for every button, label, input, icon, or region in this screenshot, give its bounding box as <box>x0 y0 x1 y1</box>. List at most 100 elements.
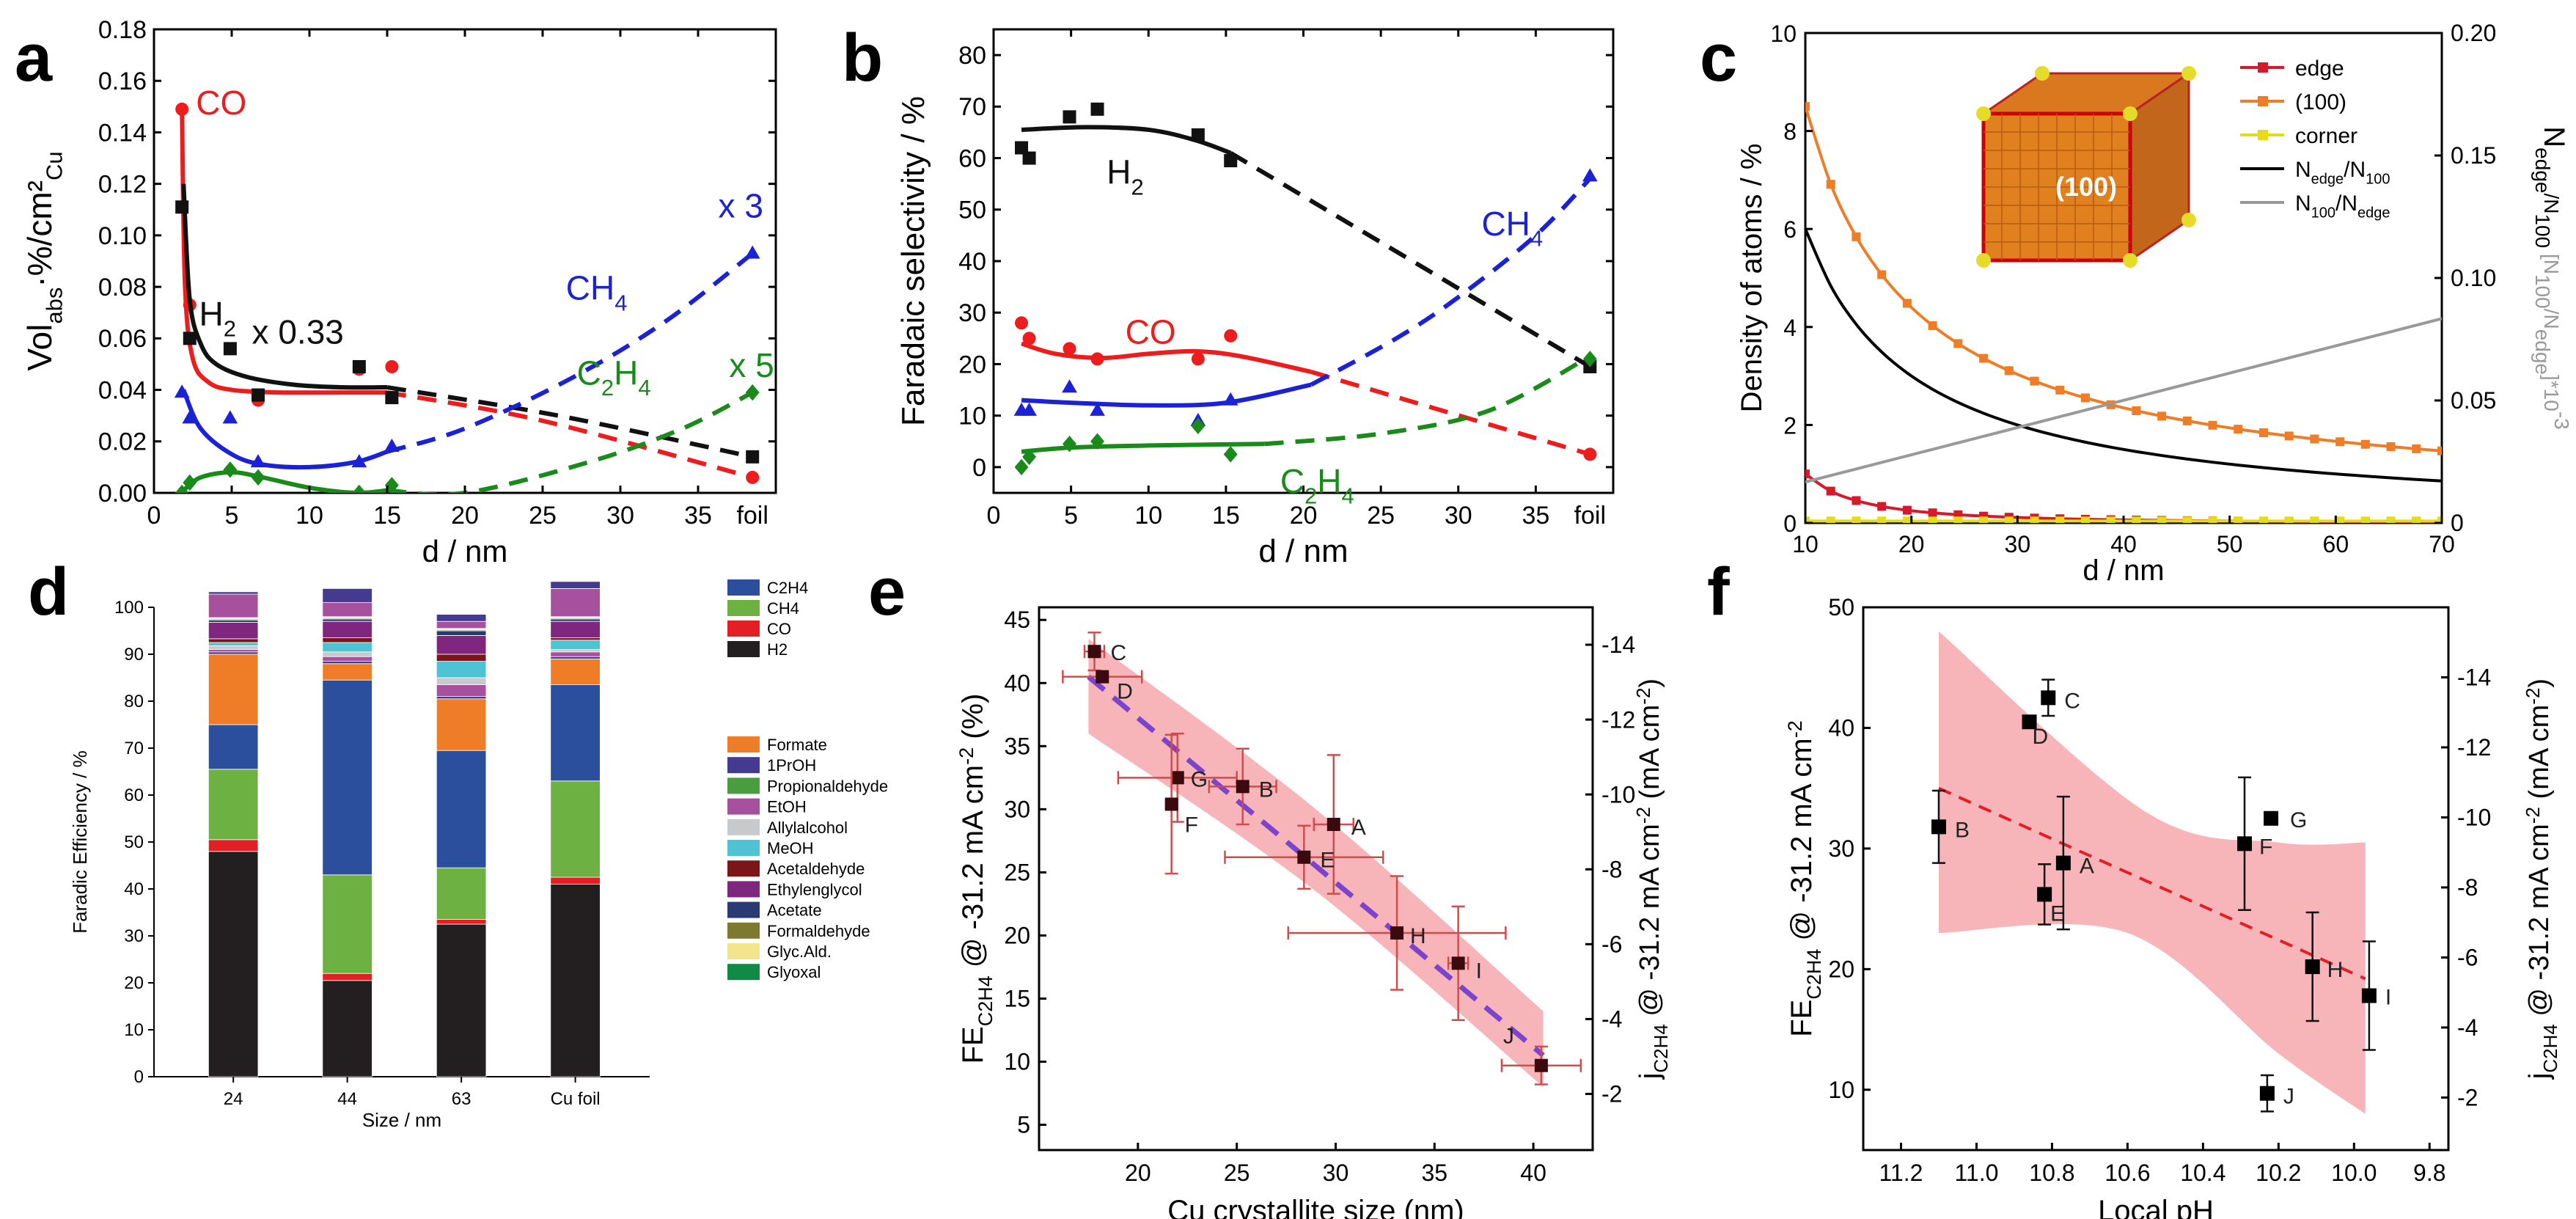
bar-segment-meoh <box>322 642 373 653</box>
series-annotation: CO <box>1126 312 1176 351</box>
legend-label: MeOH <box>767 839 814 857</box>
sample-b: B <box>1931 789 1970 864</box>
series-marker <box>1979 354 1989 363</box>
series-h2 <box>1015 102 1597 373</box>
x-tick-label: 25 <box>1367 502 1395 530</box>
data-point <box>2361 988 2377 1003</box>
y-tick-label: 0.12 <box>98 171 147 199</box>
bar-segment-meoh <box>550 640 601 650</box>
data-point <box>1022 332 1036 345</box>
panel-c: 10 20 30 40 50 60 70024681000.050.100.150.20d … <box>1736 20 2573 587</box>
data-point <box>183 474 197 491</box>
series-marker <box>2132 406 2141 416</box>
point-label: D <box>1117 680 1133 704</box>
data-point <box>1063 436 1076 453</box>
data-point <box>1090 402 1105 416</box>
series-marker <box>2208 516 2217 523</box>
series-annotation: C2H4 <box>1280 462 1354 509</box>
y-tick-label: 0.16 <box>98 67 147 95</box>
point-label: G <box>2290 808 2307 832</box>
y-tick-label: 0.08 <box>98 274 147 301</box>
data-point <box>2037 887 2052 902</box>
y-tick-label: 2 <box>1783 412 1797 439</box>
series-marker <box>2437 446 2442 455</box>
legend-label: corner <box>2295 124 2357 148</box>
series-annotation: CH4 <box>1481 205 1543 252</box>
data-point <box>1090 102 1104 116</box>
bar-segment-top <box>436 614 487 622</box>
series-annotation: CO <box>196 84 246 122</box>
y2-tick-label: -4 <box>1601 1006 1622 1033</box>
data-point <box>352 359 366 373</box>
y2-tick-label: -6 <box>1601 931 1622 958</box>
y-axis-title: FEC2H4 @ -31.2 mA cm-2 (%) <box>955 694 997 1064</box>
data-point <box>2305 959 2320 975</box>
series-marker <box>2386 516 2396 523</box>
bar-segment-co <box>550 876 601 885</box>
legend-swatch <box>727 881 760 898</box>
series-marker <box>2258 516 2268 523</box>
series-marker <box>1928 516 1937 523</box>
x-tick-label-foil: foil <box>736 502 768 530</box>
y-tick-label: 30 <box>1004 796 1030 822</box>
y2-tick-label: -8 <box>1601 856 1622 882</box>
y-tick-label: 6 <box>1783 216 1797 243</box>
data-point <box>1096 670 1109 684</box>
series-annotation: C2H4 <box>577 354 651 401</box>
data-point <box>1191 417 1206 434</box>
series-marker <box>1953 516 1963 523</box>
sample-e: E <box>1224 824 1384 890</box>
data-point <box>1062 379 1077 393</box>
data-point <box>183 332 197 345</box>
extrapolation-line <box>1229 150 1591 369</box>
bar-segment-top <box>322 588 373 604</box>
series-marker <box>1979 516 1989 523</box>
bar-segment-acetate <box>436 630 487 636</box>
plot-area <box>174 102 760 493</box>
panel-letter-d: d <box>28 554 69 629</box>
legend-marker <box>2258 62 2268 73</box>
fit-curve <box>1021 442 1265 454</box>
corner-atom <box>2123 253 2138 268</box>
x-tick-label: 5 <box>1064 502 1078 530</box>
x-tick-label: 10.4 <box>2180 1160 2225 1186</box>
data-point <box>2264 810 2279 826</box>
y-tick-label: 4 <box>1783 315 1797 341</box>
x-tick-label: 11.2 <box>1879 1160 1923 1186</box>
x-tick-label: 63 <box>452 1089 471 1109</box>
bar-segment-c2h4 <box>436 750 487 868</box>
series-marker <box>1805 516 1810 523</box>
legend-label: 1PrOH <box>767 756 816 775</box>
data-point <box>1191 128 1205 142</box>
sample-c: C <box>2041 678 2080 717</box>
legend-label: Acetate <box>767 901 822 920</box>
fit-line <box>1938 786 2366 981</box>
y-tick-label: 10 <box>958 403 986 431</box>
fit-curve <box>181 183 388 390</box>
legend-swatch <box>727 798 760 815</box>
y-tick-label: 100 <box>114 598 144 618</box>
data-point <box>1022 448 1037 466</box>
sample-g: G <box>1117 732 1238 823</box>
bar-segment-acetate <box>322 618 373 622</box>
bar-segment-allylalcohol <box>322 651 373 657</box>
bar-segment-formate <box>208 654 259 725</box>
data-point <box>1090 433 1104 450</box>
legend-swatch <box>727 777 760 794</box>
y2-axis-title: jC2H4 @ -31.2 mA cm-2 (mA cm-2) <box>2522 678 2561 1080</box>
panel-d: 24 44 63 Cu foil 0 10 20 30 40 50 60 70 80 90 100 Size … <box>69 579 888 1131</box>
bar-segment-ethylenglycol <box>322 621 373 639</box>
series-marker <box>2106 516 2116 523</box>
y-tick-label: 10 <box>1828 1077 1854 1103</box>
confidence-band <box>1938 631 2366 1114</box>
extrapolation-line <box>1310 370 1591 457</box>
series-c2 <box>175 384 760 493</box>
y2-tick-label: 0 <box>2451 510 2464 536</box>
inset-label: (100) <box>2055 172 2117 202</box>
point-label: E <box>2050 901 2065 926</box>
plot-frame <box>992 28 1615 494</box>
series-line <box>1805 228 2442 483</box>
series-marker <box>2030 376 2039 386</box>
legend-swatch <box>727 901 760 918</box>
